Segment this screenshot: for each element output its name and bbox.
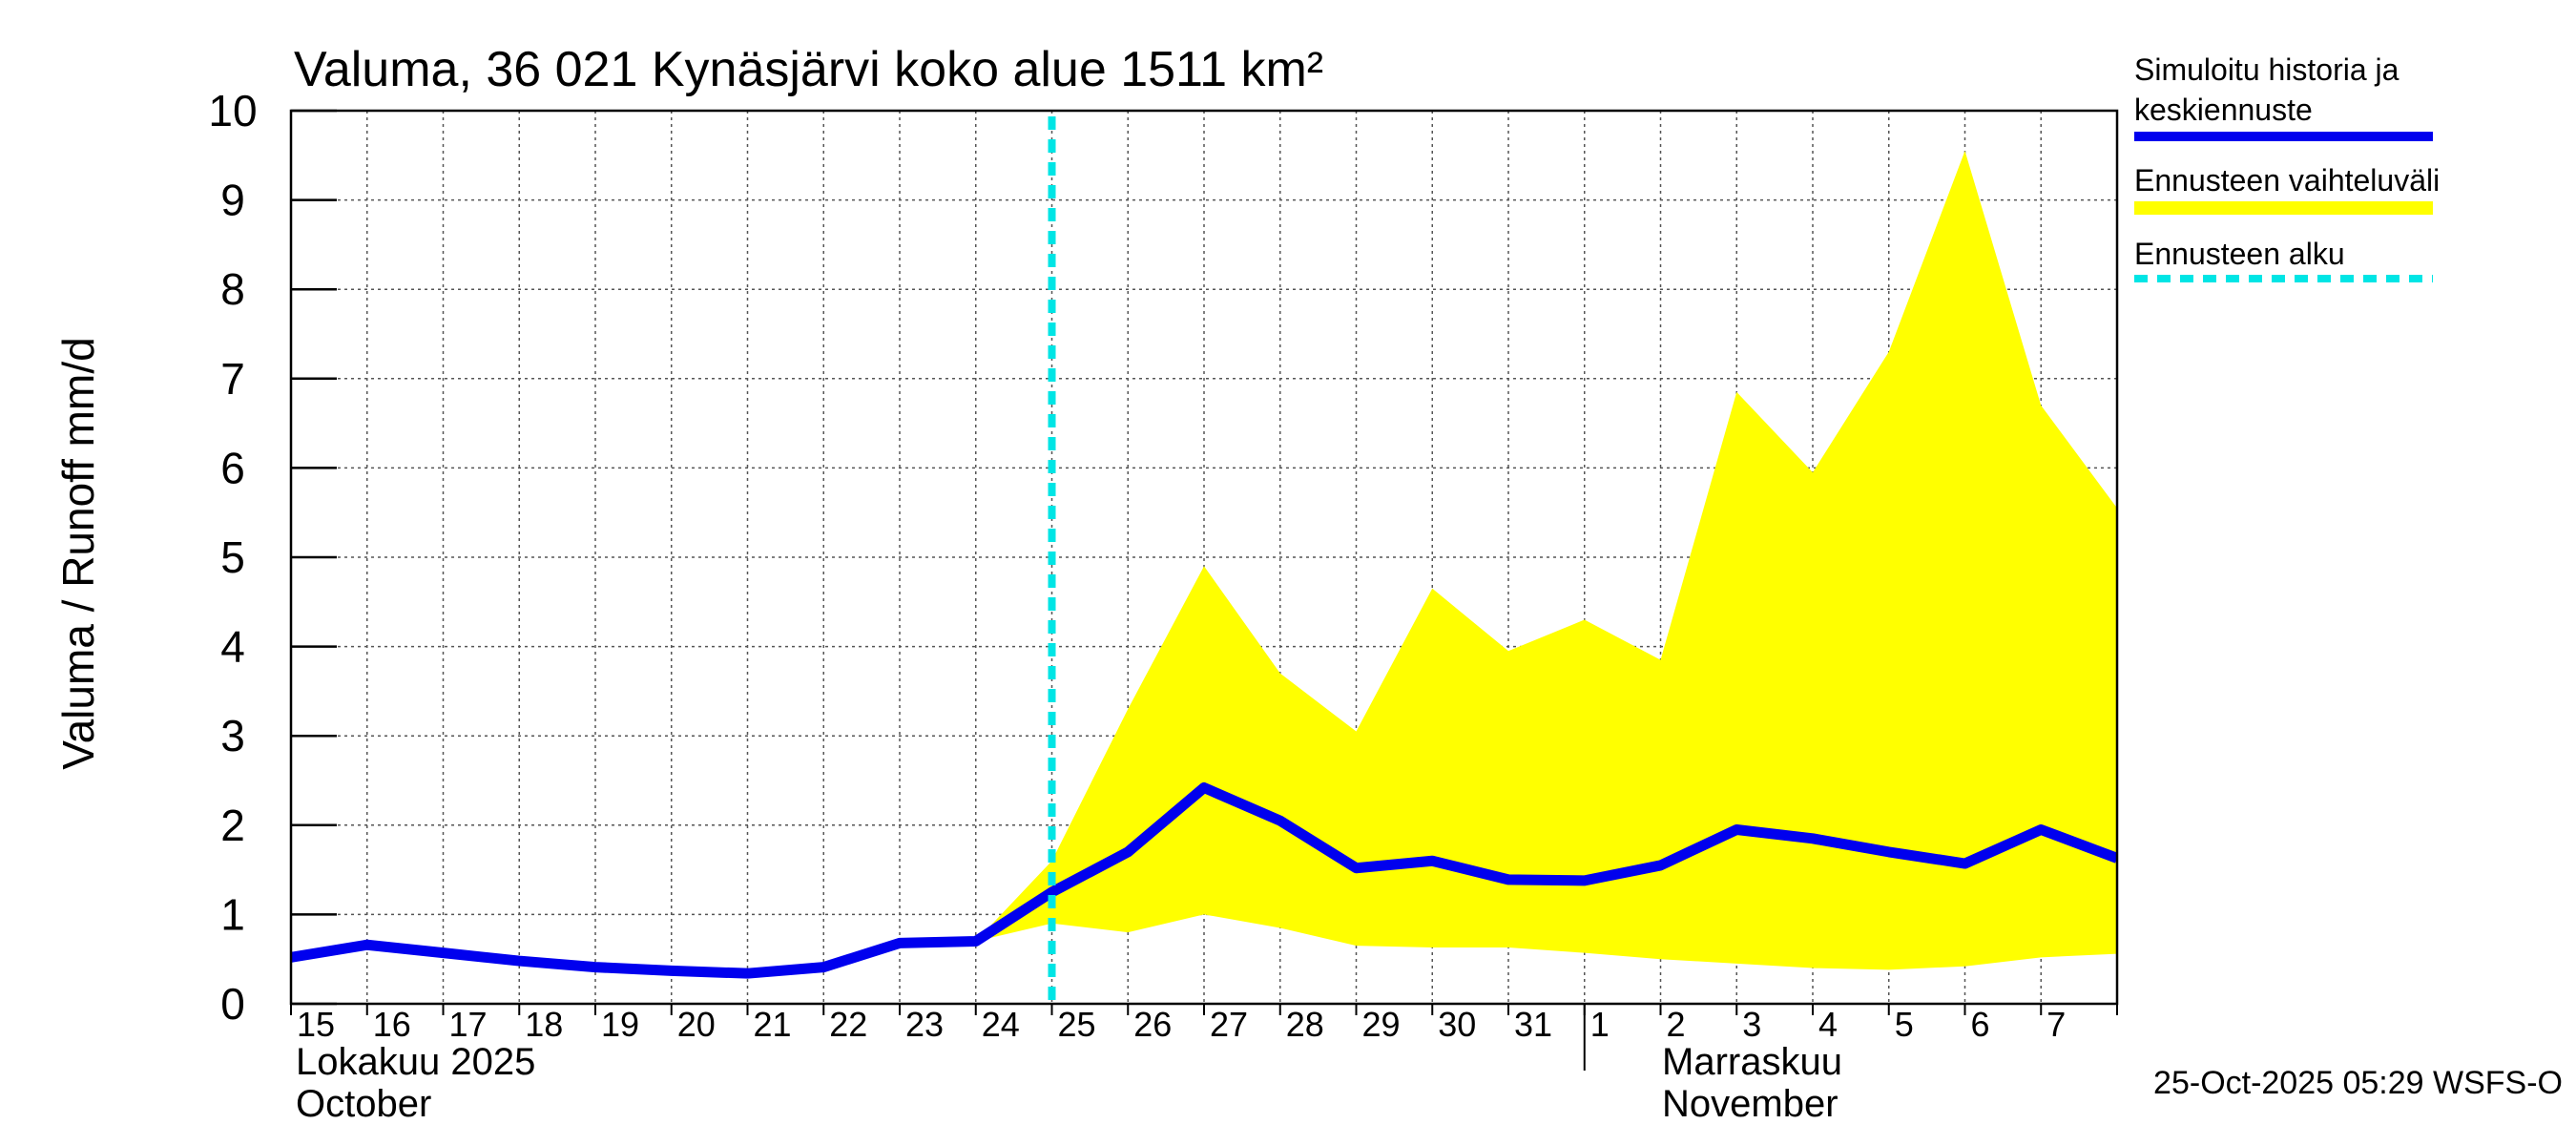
x-tick-label: 23: [905, 1005, 944, 1044]
x-tick-label: 4: [1818, 1005, 1838, 1044]
forecast-range-band: [975, 151, 2117, 970]
month-label-october-en: October: [296, 1083, 431, 1125]
x-tick-label: 2: [1667, 1005, 1686, 1044]
x-tick-label: 6: [1971, 1005, 1990, 1044]
x-tick-label: 15: [297, 1005, 335, 1044]
legend-history-label-line2: keskiennuste: [2134, 93, 2313, 127]
x-tick-label: 16: [373, 1005, 411, 1044]
x-tick-label: 3: [1742, 1005, 1761, 1044]
y-tick-label: 5: [220, 532, 245, 582]
x-tick-label: 1: [1590, 1005, 1610, 1044]
legend-history-label-line1: Simuloitu historia ja: [2134, 52, 2399, 87]
y-tick-label: 8: [220, 264, 245, 314]
legend-forecast-start-label: Ennusteen alku: [2134, 237, 2345, 271]
x-tick-label: 26: [1133, 1005, 1172, 1044]
x-tick-label: 20: [677, 1005, 716, 1044]
chart-title: Valuma, 36 021 Kynäsjärvi koko alue 1511…: [294, 42, 1323, 97]
y-tick-label: 0: [220, 979, 245, 1029]
x-tick-label: 18: [525, 1005, 563, 1044]
x-tick-label: 31: [1514, 1005, 1552, 1044]
x-tick-label: 19: [601, 1005, 639, 1044]
y-tick-label: 9: [220, 176, 245, 225]
y-tick-label: 7: [220, 354, 245, 404]
x-tick-label: 27: [1210, 1005, 1248, 1044]
y-tick-labels: 0 1 2 3 4 5 6 7 8 9 10: [208, 86, 257, 1029]
month-label-november-en: November: [1662, 1083, 1839, 1125]
axes: [289, 109, 2119, 1071]
x-tick-labels: 15 16 17 18 19 20 21 22 23 24 25 26 27 28 29 30 31 1 2 3 4 5 6…: [297, 1005, 2066, 1044]
y-axis-label: Valuma / Runoff mm/d: [53, 337, 103, 769]
history-line-layer: [291, 781, 2117, 979]
y-tick-label: 1: [220, 889, 245, 939]
x-tick-label: 24: [982, 1005, 1020, 1044]
x-tick-label: 30: [1438, 1005, 1476, 1044]
y-tick-label: 6: [220, 443, 245, 492]
month-label-october-fi: Lokakuu 2025: [296, 1041, 535, 1083]
x-tick-label: 5: [1895, 1005, 1914, 1044]
x-tick-label: 17: [449, 1005, 488, 1044]
x-tick-label: 21: [754, 1005, 792, 1044]
x-tick-label: 25: [1058, 1005, 1096, 1044]
x-tick-label: 29: [1362, 1005, 1401, 1044]
footer-timestamp: 25-Oct-2025 05:29 WSFS-O: [2153, 1065, 2563, 1101]
legend-range-label: Ennusteen vaihteluväli: [2134, 163, 2440, 198]
y-tick-label: 3: [220, 711, 245, 760]
y-tick-label: 10: [208, 86, 257, 135]
legend: Simuloitu historia ja keskiennuste Ennus…: [2134, 52, 2440, 282]
y-tick-label: 4: [220, 622, 245, 672]
month-label-november-fi: Marraskuu: [1662, 1041, 1842, 1083]
x-tick-label: 28: [1286, 1005, 1324, 1044]
forecast-range-layer: [975, 151, 2117, 970]
x-tick-label: 7: [2046, 1005, 2066, 1044]
y-tick-label: 2: [220, 801, 245, 850]
x-tick-label: 22: [829, 1005, 867, 1044]
